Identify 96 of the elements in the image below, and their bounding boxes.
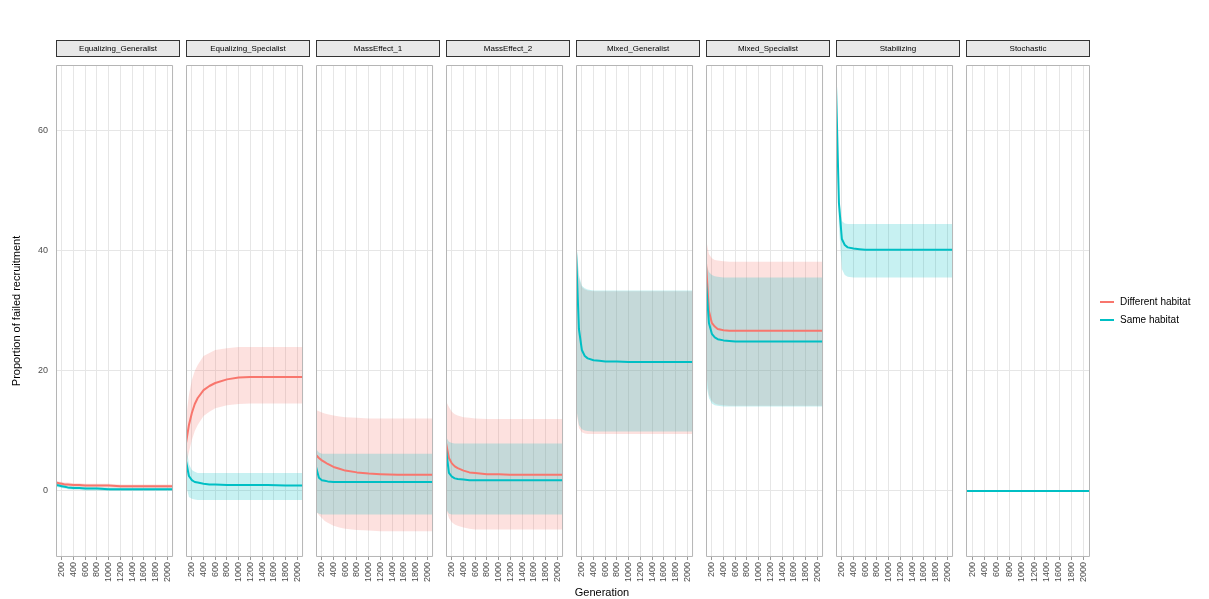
x-tick-label: 600 — [991, 561, 1002, 578]
x-tick-label: 1000 — [233, 561, 244, 583]
x-tick-label: 1600 — [398, 561, 409, 583]
chart-title: Mixed_Specialist — [706, 40, 830, 57]
x-tick-label: 2000 — [681, 561, 692, 583]
y-tick-label: 60 — [37, 125, 48, 136]
x-tick-label: 1600 — [788, 561, 799, 583]
x-tick-label: 1400 — [776, 561, 787, 583]
x-tick-label: 1400 — [646, 561, 657, 583]
x-tick-label: 1000 — [623, 561, 634, 583]
x-tick-label: 1800 — [929, 561, 940, 583]
x-tick-label: 1800 — [279, 561, 290, 583]
x-tick-label: 800 — [351, 561, 362, 578]
x-tick-label: 1000 — [363, 561, 374, 583]
x-tick-label: 200 — [706, 561, 717, 578]
x-tick-label: 1000 — [103, 561, 114, 583]
y-tick-label: 20 — [37, 365, 48, 376]
legend-label: Different habitat — [1120, 295, 1191, 307]
x-tick-label: 800 — [481, 561, 492, 578]
x-tick-label: 1400 — [906, 561, 917, 583]
x-tick-label: 1200 — [244, 561, 255, 583]
x-tick-label: 1400 — [516, 561, 527, 583]
x-tick-label: 200 — [316, 561, 327, 578]
x-tick-label: 1000 — [883, 561, 894, 583]
x-tick-label: 1200 — [894, 561, 905, 583]
x-tick-label: 400 — [328, 561, 339, 578]
y-tick-label: 40 — [37, 245, 48, 256]
x-tick-label: 200 — [56, 561, 67, 578]
x-tick-label: 2000 — [291, 561, 302, 583]
x-tick-label: 1000 — [1016, 561, 1027, 583]
x-tick-label: 2000 — [1078, 561, 1089, 583]
x-tick-label: 1200 — [114, 561, 125, 583]
x-tick-label: 1800 — [1065, 561, 1076, 583]
x-tick-label: 400 — [458, 561, 469, 578]
x-tick-label: 800 — [91, 561, 102, 578]
chart-title: Mixed_Generalist — [576, 40, 700, 57]
chart-title: Equalizing_Generalist — [56, 40, 180, 57]
x-tick-label: 800 — [1003, 561, 1014, 578]
x-tick-label: 1600 — [528, 561, 539, 583]
x-tick-label: 1000 — [753, 561, 764, 583]
x-tick-label: 1200 — [504, 561, 515, 583]
x-tick-label: 800 — [871, 561, 882, 578]
legend-label: Same habitat — [1120, 313, 1180, 325]
x-tick-label: 400 — [718, 561, 729, 578]
x-tick-label: 1200 — [374, 561, 385, 583]
x-tick-label: 2000 — [811, 561, 822, 583]
x-tick-label: 600 — [209, 561, 220, 578]
x-tick-label: 1400 — [256, 561, 267, 583]
y-tick-label: 0 — [42, 485, 48, 496]
x-tick-label: 1800 — [149, 561, 160, 583]
x-tick-label: 600 — [729, 561, 740, 578]
chart-title: Equalizing_Specialist — [186, 40, 310, 57]
x-tick-label: 600 — [859, 561, 870, 578]
x-tick-label: 1600 — [918, 561, 929, 583]
x-tick-label: 600 — [339, 561, 350, 578]
chart-title: MassEffect_1 — [316, 40, 440, 57]
x-tick-label: 1600 — [1053, 561, 1064, 583]
x-tick-label: 600 — [469, 561, 480, 578]
x-tick-label: 2000 — [421, 561, 432, 583]
x-tick-label: 2000 — [161, 561, 172, 583]
x-tick-label: 200 — [836, 561, 847, 578]
x-tick-label: 200 — [446, 561, 457, 578]
x-tick-label: 400 — [979, 561, 990, 578]
x-tick-label: 600 — [79, 561, 90, 578]
x-tick-label: 800 — [221, 561, 232, 578]
x-tick-label: 800 — [741, 561, 752, 578]
x-tick-label: 1200 — [764, 561, 775, 583]
x-axis-title: Generation — [573, 586, 631, 599]
x-tick-label: 1800 — [539, 561, 550, 583]
x-tick-label: 400 — [68, 561, 79, 578]
x-tick-label: 800 — [611, 561, 622, 578]
x-tick-label: 1400 — [126, 561, 137, 583]
x-tick-label: 1800 — [669, 561, 680, 583]
y-axis-title: Proportion of failed recruitment — [9, 235, 22, 387]
x-tick-label: 1600 — [138, 561, 149, 583]
x-tick-label: 1400 — [1041, 561, 1052, 583]
x-tick-label: 1800 — [409, 561, 420, 583]
chart-title: Stochastic — [966, 40, 1090, 57]
x-tick-label: 200 — [966, 561, 977, 578]
x-tick-label: 1400 — [386, 561, 397, 583]
chart-title: MassEffect_2 — [446, 40, 570, 57]
x-tick-label: 1800 — [799, 561, 810, 583]
x-tick-label: 1600 — [658, 561, 669, 583]
x-tick-label: 1200 — [1028, 561, 1039, 583]
x-tick-label: 400 — [588, 561, 599, 578]
x-tick-label: 1200 — [634, 561, 645, 583]
x-tick-label: 1000 — [493, 561, 504, 583]
x-tick-label: 200 — [186, 561, 197, 578]
x-tick-label: 200 — [576, 561, 587, 578]
x-tick-label: 400 — [198, 561, 209, 578]
chart-title: Stabilizing — [836, 40, 960, 57]
x-tick-label: 1600 — [268, 561, 279, 583]
x-tick-label: 600 — [599, 561, 610, 578]
x-tick-label: 2000 — [551, 561, 562, 583]
x-tick-label: 400 — [848, 561, 859, 578]
x-tick-label: 2000 — [941, 561, 952, 583]
